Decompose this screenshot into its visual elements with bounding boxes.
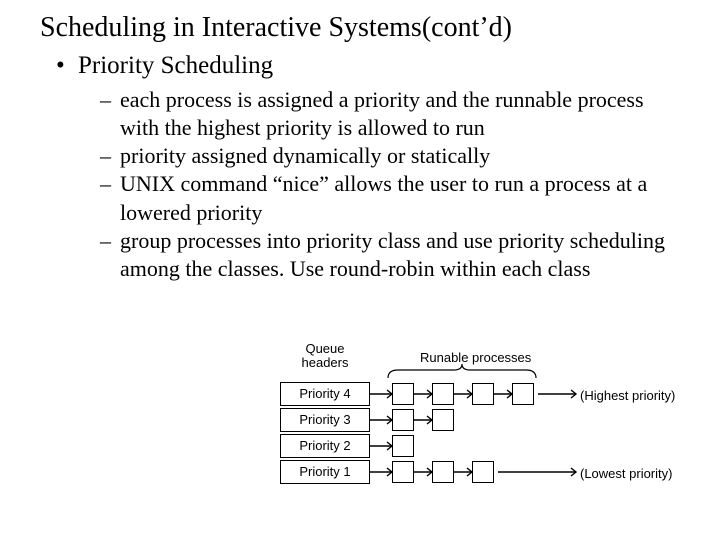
process-box: [472, 383, 494, 405]
process-box: [432, 461, 454, 483]
queue-row: Priority 4: [250, 382, 710, 408]
queue-row: Priority 1: [250, 460, 710, 486]
bullet-item-3: group processes into priority class and …: [120, 227, 690, 283]
bullet-item-2: UNIX command “nice” allows the user to r…: [120, 170, 690, 226]
process-box: [432, 383, 454, 405]
bullet-level1: Priority Scheduling: [78, 52, 690, 80]
process-box: [392, 435, 414, 457]
queue-head: Priority 2: [280, 434, 370, 458]
queue-headers-label: Queue headers: [290, 342, 360, 371]
queue-head: Priority 3: [280, 408, 370, 432]
priority-queue-diagram: Queue headers Runable processes (Highest…: [250, 340, 710, 530]
queue-row: Priority 3: [250, 408, 710, 434]
slide-title: Scheduling in Interactive Systems(cont’d…: [40, 12, 690, 44]
runable-processes-label: Runable processes: [420, 350, 531, 365]
queue-head: Priority 1: [280, 460, 370, 484]
process-box: [472, 461, 494, 483]
bullet-item-0: each process is assigned a priority and …: [120, 86, 690, 142]
bullet-item-1: priority assigned dynamically or statica…: [120, 142, 690, 170]
process-box: [392, 383, 414, 405]
process-box: [392, 461, 414, 483]
process-box: [392, 409, 414, 431]
process-box: [432, 409, 454, 431]
queue-head: Priority 4: [280, 382, 370, 406]
queue-row: Priority 2: [250, 434, 710, 460]
process-box: [512, 383, 534, 405]
